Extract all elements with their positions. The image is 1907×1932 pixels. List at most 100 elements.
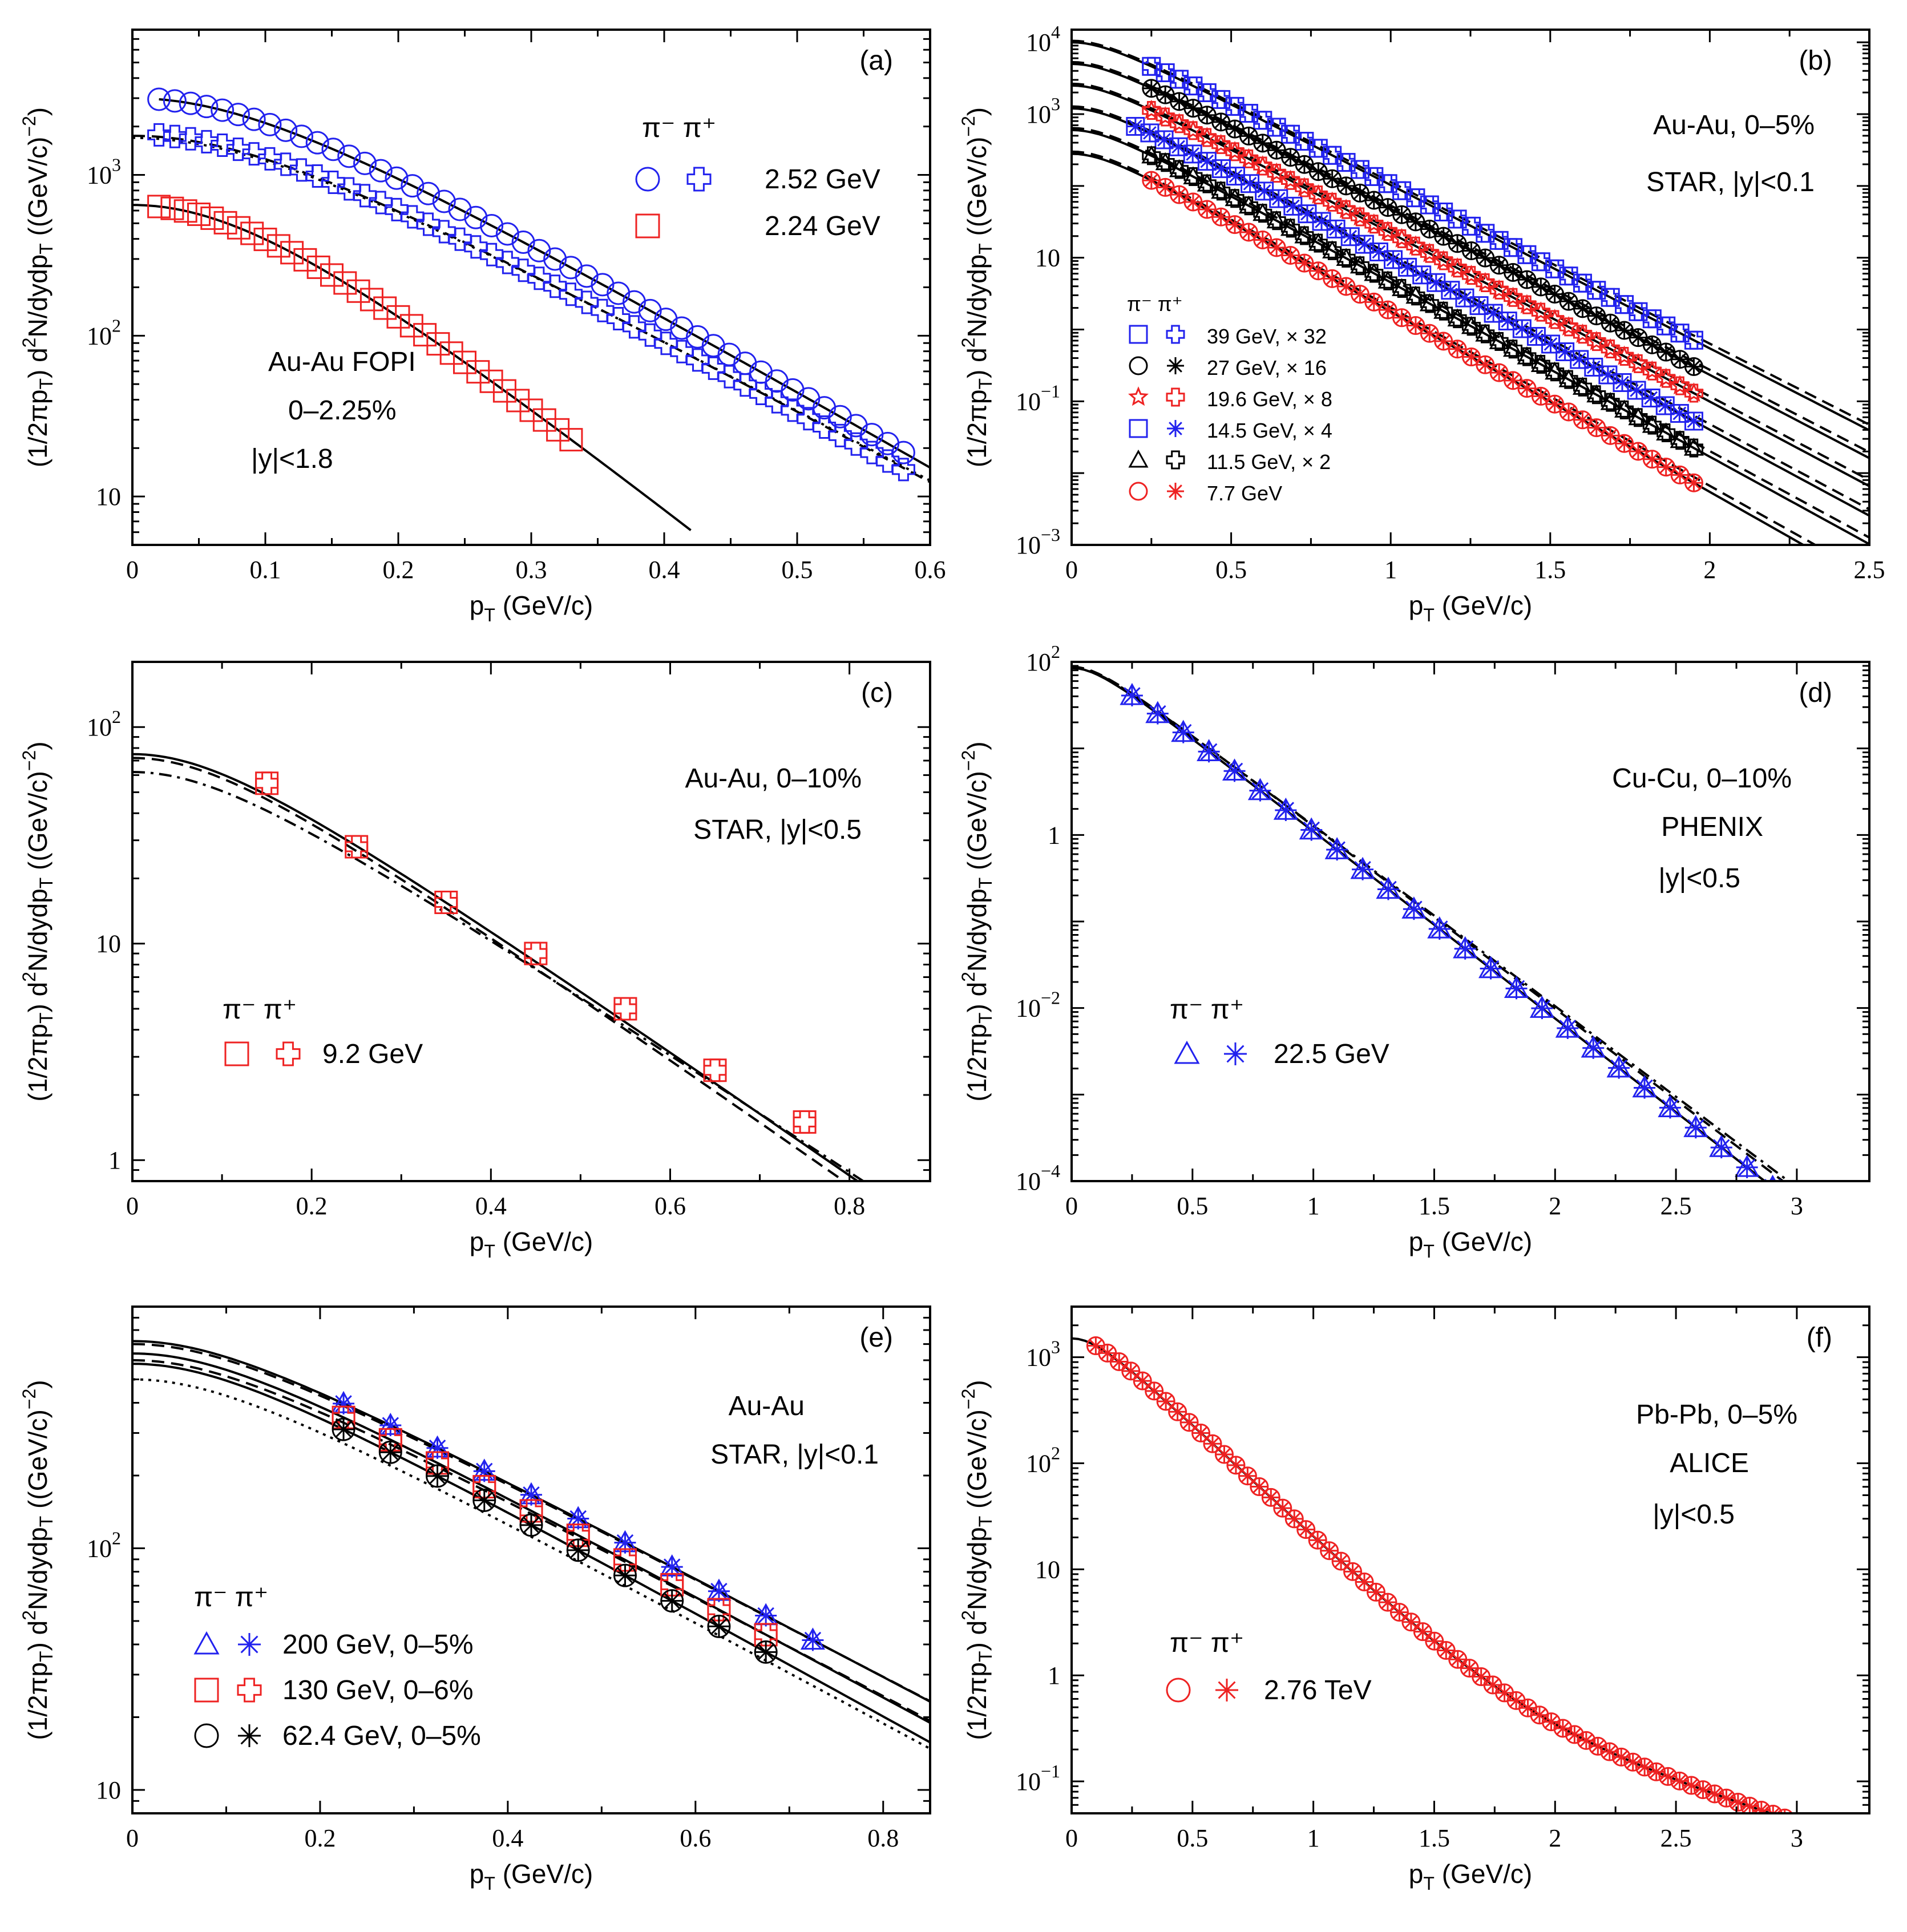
data-point	[1656, 422, 1676, 442]
data-point	[1253, 134, 1272, 153]
plot-frame	[1070, 1305, 1870, 1814]
data-point	[306, 255, 330, 279]
x-tick-label: 0.4	[492, 1824, 523, 1852]
legend: π⁻ π⁺ 9.2 GeV	[223, 995, 423, 1069]
data-point	[1752, 1801, 1771, 1813]
legend-marker	[1166, 450, 1185, 470]
data-point	[1600, 1742, 1619, 1761]
data-point	[1433, 250, 1454, 270]
data-point	[1504, 976, 1529, 1000]
panel-label: (a)	[859, 46, 893, 76]
panel-label: (e)	[859, 1323, 893, 1353]
data-point	[1405, 285, 1426, 306]
model-curve-dashed	[132, 135, 930, 483]
data-point	[1280, 217, 1301, 238]
x-tick-label: 0.5	[1215, 556, 1247, 584]
x-axis-title: pT (GeV/c)	[1409, 591, 1532, 625]
data-point	[1460, 1659, 1479, 1678]
data-point	[472, 1458, 497, 1482]
data-point	[1627, 353, 1649, 373]
data-point	[1474, 272, 1496, 293]
data-point	[417, 181, 441, 205]
data-point	[448, 227, 472, 251]
data-point	[1364, 292, 1384, 312]
model-curve-dashdot	[132, 771, 866, 1181]
legend-marker	[635, 167, 660, 192]
data-point	[1425, 1631, 1444, 1651]
data-point	[1434, 202, 1453, 221]
data-point	[1475, 324, 1496, 343]
data-point	[1323, 145, 1342, 165]
data-point	[1587, 281, 1606, 300]
data-point	[1764, 1174, 1781, 1181]
chart-panel-f: 0 0.5 1 1.5 2 2.5 3 10−1 1 10 102 103 pT (GeV/c) (1/2…	[958, 1305, 1870, 1894]
data-point	[369, 191, 393, 215]
x-tick-label: 0	[126, 1824, 139, 1852]
data-point	[1656, 342, 1676, 362]
data-point	[1168, 1402, 1187, 1421]
legend: π⁻ π⁺ 2.76 TeV	[1166, 1628, 1372, 1705]
data-point	[1378, 300, 1397, 320]
data-point	[1225, 96, 1245, 116]
model-curves	[132, 1340, 930, 1750]
data-point	[1504, 238, 1523, 257]
data-point	[1267, 238, 1286, 257]
data-point	[1670, 430, 1690, 450]
legend-marker	[1128, 386, 1149, 406]
data-point	[1684, 411, 1703, 431]
data-point	[1693, 1780, 1712, 1800]
annotation: ALICE	[1670, 1448, 1749, 1478]
data-point	[1684, 330, 1703, 350]
legend-marker	[238, 1724, 261, 1747]
data-point	[1269, 189, 1288, 208]
data-point	[1684, 473, 1703, 492]
data-point	[453, 350, 476, 374]
data-point	[559, 256, 583, 280]
data-point	[1615, 295, 1634, 314]
data-point	[1086, 1336, 1105, 1356]
data-point	[1628, 407, 1649, 427]
data-point	[1308, 184, 1329, 205]
data-point	[266, 234, 290, 258]
x-tick-label: 1.5	[1419, 1192, 1450, 1220]
data-point	[1294, 225, 1315, 245]
x-tick-label: 1.5	[1419, 1824, 1450, 1852]
data-point	[1558, 316, 1579, 337]
data-point	[1572, 323, 1593, 344]
data-point	[480, 242, 504, 266]
data-point	[1140, 123, 1159, 143]
data-point	[1461, 347, 1481, 367]
data-point	[195, 95, 219, 119]
x-tick-label: 1	[1384, 556, 1397, 584]
data-points	[1086, 1336, 1793, 1813]
data-point	[1145, 1381, 1164, 1401]
data-point	[1545, 259, 1565, 278]
data-point	[1253, 203, 1273, 223]
x-tick-label: 2	[1703, 556, 1716, 584]
data-point	[1141, 145, 1162, 165]
model-curve-solid	[1072, 128, 1869, 545]
data-point	[532, 408, 556, 432]
y-tick-label: 103	[1026, 1337, 1060, 1372]
data-point	[1489, 231, 1509, 250]
data-point	[613, 1563, 637, 1587]
data-point	[575, 264, 599, 288]
data-point	[211, 98, 235, 122]
data-point	[1615, 434, 1634, 453]
y-tick-label: 10	[96, 1776, 121, 1804]
annotation: STAR, |y|<0.1	[1646, 167, 1815, 197]
y-tick-label: 102	[87, 706, 121, 741]
x-tick-label: 0.4	[649, 556, 680, 584]
data-points	[1126, 56, 1704, 492]
x-axis-title: pT (GeV/c)	[470, 591, 593, 625]
data-point	[1420, 220, 1439, 239]
data-point	[1517, 245, 1537, 264]
data-point	[1545, 394, 1565, 414]
data-point	[163, 89, 187, 113]
y-tick-label: 10−3	[1016, 524, 1060, 559]
data-point	[1615, 321, 1634, 340]
x-tick-label: 1.5	[1534, 556, 1566, 584]
panel-label: (d)	[1799, 678, 1832, 708]
data-point	[1211, 90, 1231, 109]
